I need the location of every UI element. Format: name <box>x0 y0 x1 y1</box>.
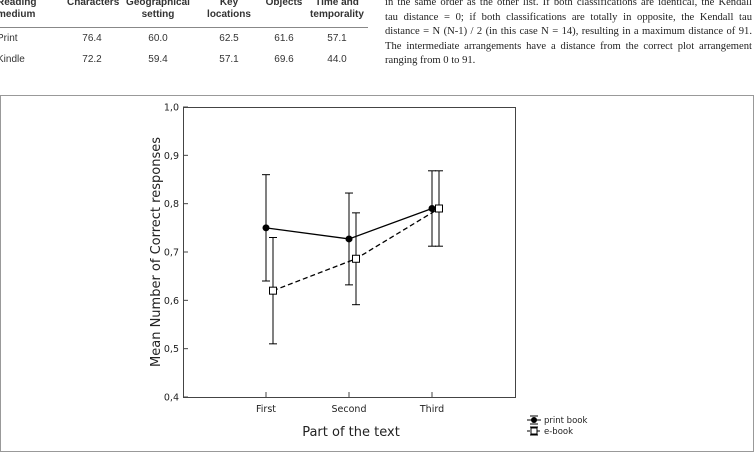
table-header: Characters <box>67 0 120 8</box>
chart-frame <box>0 95 754 452</box>
point <box>352 254 360 263</box>
table-header: Objects <box>265 0 303 8</box>
text-line: ranging from 0 to 91. <box>385 55 476 67</box>
text-line: in the same order as the other list. If … <box>385 0 752 8</box>
table-header: Time and temporality <box>310 0 364 20</box>
y-tick-label: 0,7 <box>164 248 179 259</box>
table-cell: 57.1 <box>327 33 347 44</box>
y-tick-label: 0,5 <box>164 344 179 355</box>
table-cell: 72.2 <box>82 54 102 65</box>
legend-label: print book <box>544 416 587 426</box>
x-tick-label: Second <box>332 404 367 415</box>
table-cell: 62.5 <box>219 33 239 44</box>
y-tick-label: 0,8 <box>164 199 179 210</box>
table-cell: 59.4 <box>148 54 168 65</box>
x-tick-label: Third <box>419 404 444 415</box>
text-line: tau distance = 0; if both classification… <box>385 11 752 23</box>
table-cell: 44.0 <box>327 54 347 65</box>
table-cell: 61.6 <box>274 33 294 44</box>
y-tick-label: 1,0 <box>164 103 179 114</box>
y-axis-label: Mean Number of Correct responses <box>149 137 164 367</box>
point <box>269 286 277 295</box>
legend-marker <box>531 417 537 423</box>
table-cell: 76.4 <box>82 33 102 44</box>
table-cell: Kindle <box>0 54 25 65</box>
table-header: Geographical setting <box>126 0 190 20</box>
text-line: The intermediate arrangements have a dis… <box>385 40 752 52</box>
table-cell: Print <box>0 33 18 44</box>
y-tick-label: 0,4 <box>164 393 179 404</box>
table-cell: 60.0 <box>148 33 168 44</box>
text-line: distance = N (N-1) / 2 (in this case N =… <box>385 26 752 38</box>
y-tick-label: 0,9 <box>164 151 179 162</box>
x-tick-label: First <box>256 404 276 415</box>
table-header: Reading medium <box>0 0 37 20</box>
legend-label: e-book <box>544 427 573 437</box>
point <box>435 204 443 213</box>
table-rule <box>0 27 368 28</box>
x-axis-label: Part of the text <box>302 425 400 440</box>
table-cell: 69.6 <box>274 54 294 65</box>
point <box>345 235 353 243</box>
legend-marker <box>530 427 538 435</box>
y-tick-label: 0,6 <box>164 296 179 307</box>
table-header: Key locations <box>207 0 251 20</box>
table-cell: 57.1 <box>219 54 239 65</box>
point <box>428 205 436 212</box>
point <box>262 224 270 232</box>
